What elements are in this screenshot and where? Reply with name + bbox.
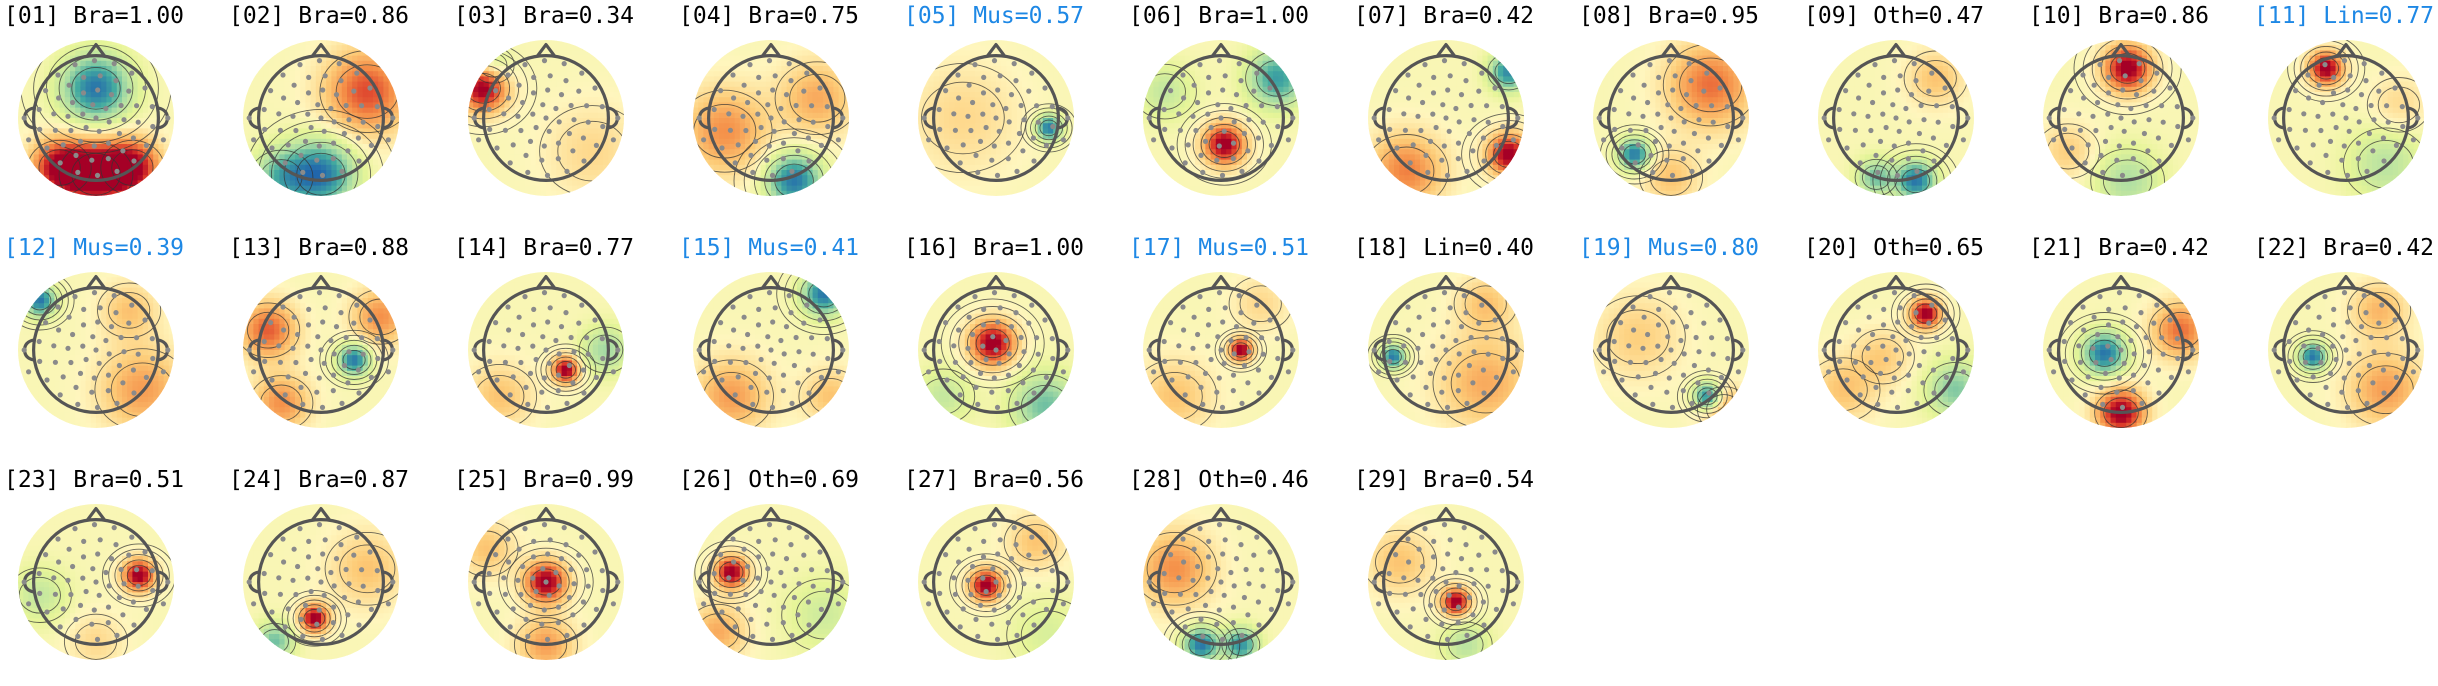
- component-cell-23: [23] Bra=0.51: [2, 466, 227, 686]
- topomap-01: [10, 32, 182, 204]
- field-map: [1367, 272, 1538, 429]
- component-title: [24] Bra=0.87: [229, 466, 409, 494]
- field-map: [430, 40, 645, 197]
- topomap-16: [910, 264, 1082, 436]
- topomap-14: [460, 264, 632, 436]
- component-cell-28: [28] Oth=0.46: [1127, 466, 1352, 686]
- component-cell-08: [08] Bra=0.95: [1577, 2, 1802, 222]
- topomap-15: [685, 264, 857, 436]
- component-cell-17: [17] Mus=0.51: [1127, 234, 1352, 454]
- topomap-19: [1585, 264, 1757, 436]
- component-cell-20: [20] Oth=0.65: [1802, 234, 2027, 454]
- topomap-04: [685, 32, 857, 204]
- component-title: [09] Oth=0.47: [1804, 2, 1984, 30]
- component-cell-10: [10] Bra=0.86: [2027, 2, 2252, 222]
- topomap-08: [1585, 32, 1757, 204]
- topomap-25: [460, 496, 632, 668]
- component-cell-29: [29] Bra=0.54: [1352, 466, 1577, 686]
- component-title: [19] Mus=0.80: [1579, 234, 1759, 262]
- component-cell-05: [05] Mus=0.57: [902, 2, 1127, 222]
- component-cell-18: [18] Lin=0.40: [1352, 234, 1577, 454]
- component-title: [13] Bra=0.88: [229, 234, 409, 262]
- topomap-grid: [01] Bra=1.00 [02] Bra=0.86 [03] Bra=0.34 […: [0, 0, 2438, 667]
- component-title: [25] Bra=0.99: [454, 466, 634, 494]
- topomap-07: [1360, 32, 1532, 204]
- component-title: [23] Bra=0.51: [4, 466, 184, 494]
- field-map: [687, 504, 867, 661]
- topomap-29: [1360, 496, 1532, 668]
- component-cell-25: [25] Bra=0.99: [452, 466, 677, 686]
- component-title: [14] Bra=0.77: [454, 234, 634, 262]
- component-title: [10] Bra=0.86: [2029, 2, 2209, 30]
- component-cell-22: [22] Bra=0.42: [2252, 234, 2438, 454]
- component-title: [22] Bra=0.42: [2254, 234, 2434, 262]
- component-cell-21: [21] Bra=0.42: [2027, 234, 2252, 454]
- topomap-20: [1810, 264, 1982, 436]
- component-title: [20] Oth=0.65: [1804, 234, 1984, 262]
- component-cell-11: [11] Lin=0.77: [2252, 2, 2438, 222]
- component-title: [11] Lin=0.77: [2254, 2, 2434, 30]
- component-title: [28] Oth=0.46: [1129, 466, 1309, 494]
- topomap-18: [1360, 264, 1532, 436]
- component-title: [21] Bra=0.42: [2029, 234, 2209, 262]
- component-title: [06] Bra=1.00: [1129, 2, 1309, 30]
- component-cell-27: [27] Bra=0.56: [902, 466, 1127, 686]
- topomap-27: [910, 496, 1082, 668]
- component-title: [02] Bra=0.86: [229, 2, 409, 30]
- component-cell-04: [04] Bra=0.75: [677, 2, 902, 222]
- component-cell-09: [09] Oth=0.47: [1802, 2, 2027, 222]
- topomap-09: [1810, 32, 1982, 204]
- topomap-13: [235, 264, 407, 436]
- component-cell-01: [01] Bra=1.00: [2, 2, 227, 222]
- component-cell-15: [15] Mus=0.41: [677, 234, 902, 454]
- component-cell-14: [14] Bra=0.77: [452, 234, 677, 454]
- component-cell-26: [26] Oth=0.69: [677, 466, 902, 686]
- component-title: [07] Bra=0.42: [1354, 2, 1534, 30]
- topomap-21: [2035, 264, 2207, 436]
- component-cell-07: [07] Bra=0.42: [1352, 2, 1577, 222]
- component-title: [15] Mus=0.41: [679, 234, 859, 262]
- component-title: [12] Mus=0.39: [4, 234, 184, 262]
- topomap-06: [1135, 32, 1307, 204]
- component-title: [16] Bra=1.00: [904, 234, 1084, 262]
- component-title: [08] Bra=0.95: [1579, 2, 1759, 30]
- field-map: [455, 504, 625, 672]
- topomap-11: [2260, 32, 2432, 204]
- topomap-23: [10, 496, 182, 668]
- component-title: [04] Bra=0.75: [679, 2, 859, 30]
- field-map: [18, 23, 175, 206]
- topomap-10: [2035, 32, 2207, 204]
- topomap-26: [685, 496, 857, 668]
- component-cell-13: [13] Bra=0.88: [227, 234, 452, 454]
- component-cell-02: [02] Bra=0.86: [227, 2, 452, 222]
- component-title: [27] Bra=0.56: [904, 466, 1084, 494]
- component-title: [29] Bra=0.54: [1354, 466, 1534, 494]
- component-title: [05] Mus=0.57: [904, 2, 1084, 30]
- topomap-12: [10, 264, 182, 436]
- topomap-24: [235, 496, 407, 668]
- topomap-02: [235, 32, 407, 204]
- component-title: [26] Oth=0.69: [679, 466, 859, 494]
- topomap-22: [2260, 264, 2432, 436]
- topomap-05: [910, 32, 1082, 204]
- component-cell-03: [03] Bra=0.34: [452, 2, 677, 222]
- component-title: [03] Bra=0.34: [454, 2, 634, 30]
- component-title: [01] Bra=1.00: [4, 2, 184, 30]
- component-title: [17] Mus=0.51: [1129, 234, 1309, 262]
- component-cell-24: [24] Bra=0.87: [227, 466, 452, 686]
- topomap-28: [1135, 496, 1307, 668]
- component-cell-12: [12] Mus=0.39: [2, 234, 227, 454]
- component-cell-16: [16] Bra=1.00: [902, 234, 1127, 454]
- component-cell-06: [06] Bra=1.00: [1127, 2, 1352, 222]
- topomap-03: [460, 32, 632, 204]
- component-cell-19: [19] Mus=0.80: [1577, 234, 1802, 454]
- component-title: [18] Lin=0.40: [1354, 234, 1534, 262]
- topomap-17: [1135, 264, 1307, 436]
